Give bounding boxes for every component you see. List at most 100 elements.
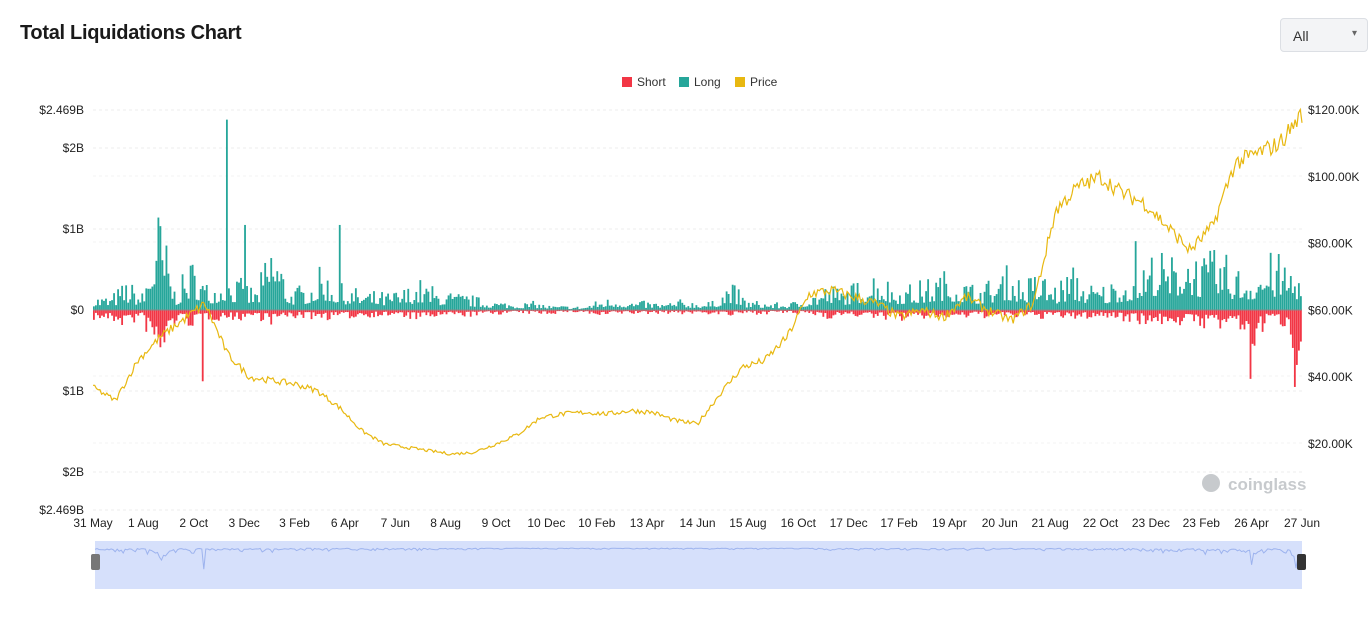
short-bar (437, 310, 440, 313)
long-bar (715, 307, 718, 310)
short-bar (290, 310, 293, 314)
long-bar (1066, 277, 1069, 310)
long-bar (667, 304, 670, 310)
short-bar (109, 310, 111, 314)
time-range-select[interactable]: All ▾ (1280, 18, 1368, 52)
short-bar (248, 310, 250, 314)
short-bar (296, 310, 299, 316)
short-bar (502, 310, 504, 313)
long-bar (808, 304, 811, 310)
range-navigator[interactable] (91, 541, 1306, 589)
short-bar (971, 310, 974, 313)
short-bar (187, 310, 190, 326)
short-bar (955, 310, 958, 314)
short-bar (951, 310, 954, 315)
short-bar (882, 310, 885, 316)
short-bar (540, 310, 543, 314)
short-bar (1177, 310, 1179, 318)
short-bar (1273, 310, 1276, 316)
short-bar (1070, 310, 1073, 317)
short-bar (238, 310, 240, 319)
short-bar (1100, 310, 1103, 313)
short-bar (369, 310, 371, 318)
short-bar (761, 310, 764, 312)
long-bar (842, 296, 845, 310)
long-bar (838, 300, 841, 310)
long-bar (1072, 267, 1075, 310)
long-bar (822, 298, 825, 310)
short-bar (510, 310, 512, 312)
short-bar (1062, 310, 1065, 318)
short-bar (1171, 310, 1173, 319)
long-bar (296, 287, 299, 310)
legend-item-long[interactable]: Long (679, 75, 721, 89)
short-bar (318, 310, 321, 314)
short-bar (354, 310, 357, 317)
short-bar (407, 310, 410, 313)
short-bar (681, 310, 684, 315)
long-bar (508, 305, 510, 310)
long-bar (189, 265, 192, 310)
long-bar (1062, 290, 1065, 310)
short-bar (929, 310, 932, 314)
short-bar (217, 310, 220, 321)
long-bar (379, 298, 381, 310)
short-bar (614, 310, 617, 312)
short-bar (1245, 310, 1248, 322)
short-bar (979, 310, 982, 313)
short-bar (254, 310, 257, 313)
short-bar (457, 310, 460, 314)
long-bar (113, 293, 115, 310)
long-bar (1042, 280, 1044, 310)
legend-item-short[interactable]: Short (622, 75, 666, 89)
long-bar (1003, 300, 1006, 310)
long-bar (997, 288, 1000, 310)
short-bar (308, 310, 311, 313)
short-bar (385, 310, 387, 312)
short-bar (1130, 310, 1133, 314)
legend-item-price[interactable]: Price (735, 75, 778, 89)
short-bar (433, 310, 436, 317)
long-bar (707, 302, 710, 310)
short-bar (729, 310, 732, 316)
long-bar (616, 306, 619, 310)
long-bar (101, 299, 103, 310)
short-bar (683, 310, 686, 313)
short-bar (542, 310, 545, 312)
short-bar (931, 310, 934, 313)
long-bar (431, 286, 434, 310)
short-bar (1058, 310, 1060, 313)
short-bar (723, 310, 726, 312)
long-bar (340, 283, 343, 310)
short-bar (173, 310, 176, 325)
long-bar (348, 303, 351, 310)
navigator-right-handle[interactable] (1297, 554, 1306, 570)
short-bar (447, 310, 450, 313)
navigator-left-handle[interactable] (91, 554, 100, 570)
short-bar (800, 310, 803, 312)
short-bar (1181, 310, 1183, 322)
long-bar (1225, 254, 1228, 310)
long-bar (383, 305, 385, 310)
short-bar (989, 310, 992, 315)
short-bar (1106, 310, 1109, 318)
short-bar (1207, 310, 1210, 319)
short-bar (628, 310, 631, 313)
long-bar (1201, 266, 1204, 310)
long-bar (1116, 302, 1119, 310)
long-bar (1068, 293, 1071, 310)
short-bar (578, 310, 581, 312)
long-bar (240, 277, 242, 310)
long-bar (1235, 276, 1238, 310)
short-bar (326, 310, 329, 321)
long-bar (590, 307, 593, 310)
short-bar (215, 310, 218, 320)
long-bar (294, 291, 297, 310)
short-bar (538, 310, 541, 314)
long-bar (1060, 280, 1063, 310)
short-bar (695, 310, 698, 312)
short-bar (606, 310, 609, 314)
long-bar (1221, 289, 1224, 310)
long-bar (143, 301, 146, 310)
short-bar (1042, 310, 1044, 319)
